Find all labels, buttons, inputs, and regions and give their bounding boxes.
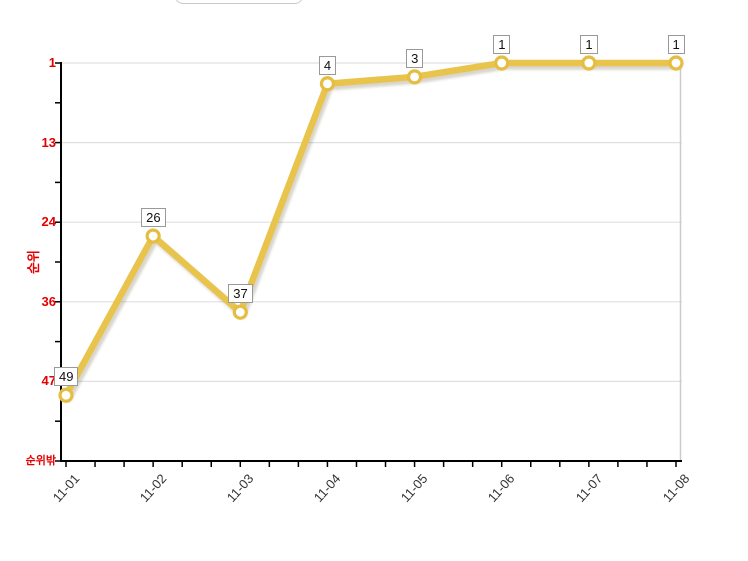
point-value-label: 3 — [406, 48, 424, 68]
data-point-marker — [581, 55, 597, 71]
data-point-marker — [232, 304, 248, 320]
y-tick-label: 36 — [41, 293, 56, 309]
series-line-shadow — [65, 63, 682, 402]
data-point-marker — [319, 76, 336, 92]
data-point-marker — [406, 69, 423, 85]
data-point-marker — [494, 55, 510, 71]
y-axis-title: 순위 — [26, 250, 41, 274]
point-value-label: 1 — [580, 35, 598, 54]
series-line — [62, 59, 680, 399]
point-value-label: 49 — [54, 367, 79, 387]
y-tick-label: 24 — [41, 214, 56, 230]
point-value-label: 26 — [141, 208, 166, 228]
point-value-label: 1 — [667, 35, 685, 54]
y-tick-label: 순위밖 — [25, 455, 56, 467]
y-tick-label: 1 — [48, 55, 56, 70]
point-value-label: 1 — [493, 35, 511, 54]
data-point-marker — [145, 228, 161, 244]
y-tick-label: 47 — [41, 373, 56, 389]
point-value-label: 37 — [228, 284, 253, 304]
y-tick-label: 13 — [41, 134, 56, 150]
data-point-marker — [668, 55, 684, 71]
data-point-marker — [58, 387, 74, 403]
point-value-label: 4 — [318, 55, 337, 75]
